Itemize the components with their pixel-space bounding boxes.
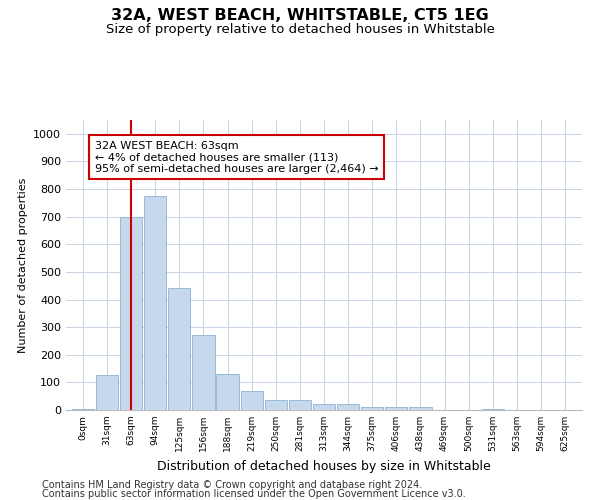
Bar — [72, 408, 94, 410]
Bar — [265, 400, 287, 410]
Bar — [482, 408, 504, 410]
Text: Contains public sector information licensed under the Open Government Licence v3: Contains public sector information licen… — [42, 489, 466, 499]
Bar — [361, 407, 383, 410]
Bar — [241, 390, 263, 410]
Bar — [193, 336, 215, 410]
Bar — [409, 407, 431, 410]
Bar — [313, 404, 335, 410]
X-axis label: Distribution of detached houses by size in Whitstable: Distribution of detached houses by size … — [157, 460, 491, 472]
Bar — [96, 376, 118, 410]
Bar — [289, 400, 311, 410]
Bar — [217, 374, 239, 410]
Text: Size of property relative to detached houses in Whitstable: Size of property relative to detached ho… — [106, 22, 494, 36]
Bar — [385, 407, 407, 410]
Bar — [120, 216, 142, 410]
Bar — [337, 404, 359, 410]
Bar — [168, 288, 190, 410]
Text: Contains HM Land Registry data © Crown copyright and database right 2024.: Contains HM Land Registry data © Crown c… — [42, 480, 422, 490]
Text: 32A, WEST BEACH, WHITSTABLE, CT5 1EG: 32A, WEST BEACH, WHITSTABLE, CT5 1EG — [111, 8, 489, 22]
Bar — [144, 196, 166, 410]
Text: 32A WEST BEACH: 63sqm
← 4% of detached houses are smaller (113)
95% of semi-deta: 32A WEST BEACH: 63sqm ← 4% of detached h… — [95, 140, 379, 174]
Y-axis label: Number of detached properties: Number of detached properties — [17, 178, 28, 352]
